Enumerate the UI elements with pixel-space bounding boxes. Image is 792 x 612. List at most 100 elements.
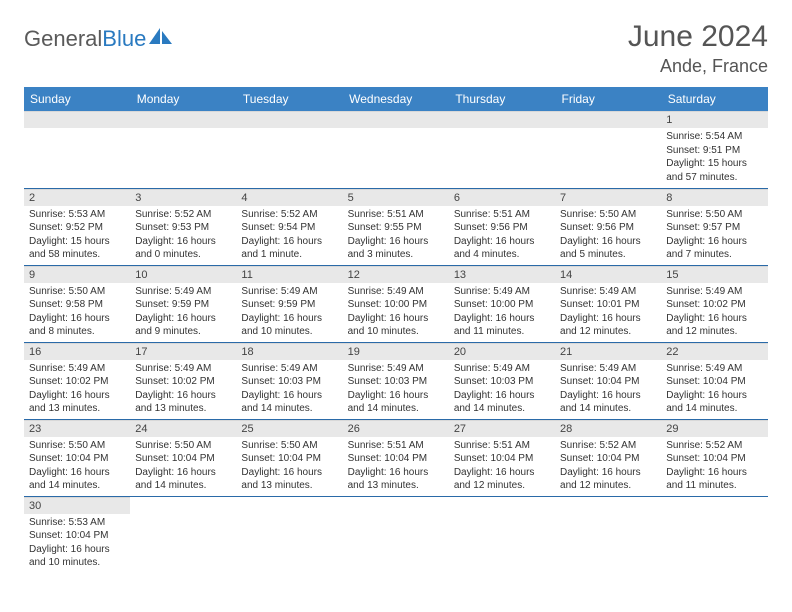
daylight-text: Daylight: 16 hours and 10 minutes. [348,312,444,339]
daylight-text: Daylight: 15 hours and 58 minutes. [29,235,125,262]
calendar-day-cell [236,111,342,188]
sunset-text: Sunset: 10:04 PM [666,375,762,389]
sunrise-text: Sunrise: 5:49 AM [135,362,231,376]
day-number: 24 [130,420,236,437]
day-number: 28 [555,420,661,437]
sunrise-text: Sunrise: 5:49 AM [241,362,337,376]
sunset-text: Sunset: 9:59 PM [135,298,231,312]
page-header: GeneralBlue June 2024 Ande, France [24,20,768,77]
logo: GeneralBlue [24,20,174,52]
sunset-text: Sunset: 10:04 PM [560,375,656,389]
calendar-day-cell: 21Sunrise: 5:49 AMSunset: 10:04 PMDaylig… [555,342,661,419]
day-number: 19 [343,343,449,360]
day-details: Sunrise: 5:49 AMSunset: 10:04 PMDaylight… [661,360,767,419]
day-details: Sunrise: 5:53 AMSunset: 9:52 PMDaylight:… [24,206,130,265]
weekday-header: Saturday [661,87,767,111]
sunrise-text: Sunrise: 5:51 AM [454,208,550,222]
daylight-text: Daylight: 16 hours and 5 minutes. [560,235,656,262]
calendar-day-cell: 17 Sunrise: 5:49 AMSunset: 10:02 PMDaylig… [130,342,236,419]
calendar-week-row: 16Sunrise: 5:49 AMSunset: 10:02 PMDaylig… [24,342,768,419]
calendar-day-cell: 23Sunrise: 5:50 AMSunset: 10:04 PMDaylig… [24,419,130,496]
sunrise-text: Sunrise: 5:51 AM [348,439,444,453]
calendar-day-cell: 26Sunrise: 5:51 AMSunset: 10:04 PMDaylig… [343,419,449,496]
daylight-text: Daylight: 16 hours and 12 minutes. [560,466,656,493]
sunrise-text: Sunrise: 5:52 AM [135,208,231,222]
calendar-day-cell [661,496,767,573]
daylight-text: Daylight: 16 hours and 12 minutes. [454,466,550,493]
day-number: 10 [130,266,236,283]
calendar-day-cell: 5Sunrise: 5:51 AMSunset: 9:55 PMDaylight… [343,188,449,265]
daylight-text: Daylight: 16 hours and 14 minutes. [666,389,762,416]
calendar-day-cell: 25Sunrise: 5:50 AMSunset: 10:04 PMDaylig… [236,419,342,496]
calendar-day-cell [555,496,661,573]
weekday-header: Thursday [449,87,555,111]
calendar-week-row: 1Sunrise: 5:54 AMSunset: 9:51 PMDaylight… [24,111,768,188]
calendar-day-cell: 27Sunrise: 5:51 AMSunset: 10:04 PMDaylig… [449,419,555,496]
day-details: Sunrise: 5:49 AMSunset: 10:01 PMDaylight… [555,283,661,342]
daylight-text: Daylight: 16 hours and 14 minutes. [348,389,444,416]
sunset-text: Sunset: 9:59 PM [241,298,337,312]
calendar-day-cell: 2Sunrise: 5:53 AMSunset: 9:52 PMDaylight… [24,188,130,265]
daylight-text: Daylight: 16 hours and 13 minutes. [135,389,231,416]
sunrise-text: Sunrise: 5:49 AM [454,285,550,299]
daylight-text: Daylight: 16 hours and 14 minutes. [241,389,337,416]
daylight-text: Daylight: 16 hours and 14 minutes. [454,389,550,416]
day-number: 14 [555,266,661,283]
sunset-text: Sunset: 10:04 PM [348,452,444,466]
calendar-table: Sunday Monday Tuesday Wednesday Thursday… [24,87,768,573]
day-number: 30 [24,497,130,514]
daylight-text: Daylight: 16 hours and 1 minute. [241,235,337,262]
sunset-text: Sunset: 10:04 PM [135,452,231,466]
day-number: 16 [24,343,130,360]
calendar-day-cell [449,496,555,573]
calendar-day-cell: 10Sunrise: 5:49 AMSunset: 9:59 PMDayligh… [130,265,236,342]
day-number: 11 [236,266,342,283]
calendar-day-cell: 11Sunrise: 5:49 AMSunset: 9:59 PMDayligh… [236,265,342,342]
day-details: Sunrise: 5:51 AMSunset: 10:04 PMDaylight… [449,437,555,496]
sunset-text: Sunset: 9:52 PM [29,221,125,235]
weekday-header: Sunday [24,87,130,111]
sunset-text: Sunset: 10:01 PM [560,298,656,312]
daylight-text: Daylight: 16 hours and 4 minutes. [454,235,550,262]
sunrise-text: Sunrise: 5:49 AM [666,285,762,299]
day-number: 21 [555,343,661,360]
calendar-day-cell: 4Sunrise: 5:52 AMSunset: 9:54 PMDaylight… [236,188,342,265]
daylight-text: Daylight: 16 hours and 12 minutes. [666,312,762,339]
sunrise-text: Sunrise: 5:49 AM [560,362,656,376]
sunset-text: Sunset: 10:04 PM [241,452,337,466]
day-details: Sunrise: 5:49 AMSunset: 10:00 PMDaylight… [343,283,449,342]
day-number: 15 [661,266,767,283]
sunrise-text: Sunrise: 5:52 AM [666,439,762,453]
sunrise-text: Sunrise: 5:50 AM [29,285,125,299]
sunrise-text: Sunrise: 5:50 AM [666,208,762,222]
sunrise-text: Sunrise: 5:54 AM [666,130,762,144]
day-details: Sunrise: 5:50 AMSunset: 10:04 PMDaylight… [236,437,342,496]
day-number: 17 [130,343,236,360]
day-number: 1 [661,111,767,128]
empty-day-header [130,111,236,128]
calendar-day-cell: 19Sunrise: 5:49 AMSunset: 10:03 PMDaylig… [343,342,449,419]
weekday-header: Monday [130,87,236,111]
weekday-header: Wednesday [343,87,449,111]
calendar-week-row: 2Sunrise: 5:53 AMSunset: 9:52 PMDaylight… [24,188,768,265]
location: Ande, France [628,56,768,77]
day-details: Sunrise: 5:50 AMSunset: 9:58 PMDaylight:… [24,283,130,342]
day-details: Sunrise: 5:52 AMSunset: 9:53 PMDaylight:… [130,206,236,265]
sunset-text: Sunset: 10:02 PM [29,375,125,389]
sunset-text: Sunset: 9:51 PM [666,144,762,158]
month-title: June 2024 [628,20,768,54]
calendar-day-cell: 7Sunrise: 5:50 AMSunset: 9:56 PMDaylight… [555,188,661,265]
sunrise-text: Sunrise: 5:49 AM [348,362,444,376]
sunset-text: Sunset: 10:00 PM [454,298,550,312]
weekday-header-row: Sunday Monday Tuesday Wednesday Thursday… [24,87,768,111]
calendar-day-cell [130,496,236,573]
calendar-day-cell: 13Sunrise: 5:49 AMSunset: 10:00 PMDaylig… [449,265,555,342]
day-details: Sunrise: 5:49 AMSunset: 9:59 PMDaylight:… [236,283,342,342]
sunset-text: Sunset: 10:02 PM [135,375,231,389]
calendar-week-row: 23Sunrise: 5:50 AMSunset: 10:04 PMDaylig… [24,419,768,496]
day-details: Sunrise: 5:49 AMSunset: 10:04 PMDaylight… [555,360,661,419]
weekday-header: Friday [555,87,661,111]
day-details: Sunrise: 5:54 AMSunset: 9:51 PMDaylight:… [661,128,767,187]
sunrise-text: Sunrise: 5:49 AM [29,362,125,376]
sunrise-text: Sunrise: 5:49 AM [454,362,550,376]
